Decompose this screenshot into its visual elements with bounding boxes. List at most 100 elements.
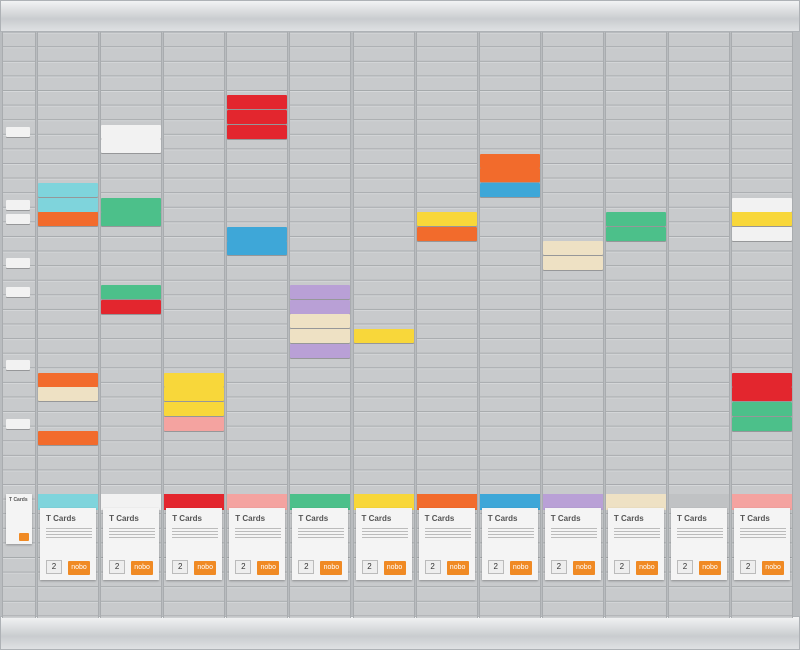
bottom-rail (0, 616, 800, 650)
t-card[interactable] (479, 168, 540, 183)
t-card[interactable] (101, 212, 162, 227)
pack-color-tab (101, 494, 162, 510)
nobo-logo: nobo (68, 561, 90, 575)
t-card[interactable] (479, 183, 540, 197)
t-card-pack[interactable]: T Cards 2 nobo (732, 494, 793, 582)
t-card[interactable] (38, 197, 98, 212)
t-card-pack[interactable]: T Cards 2 nobo (38, 494, 98, 582)
t-card-pack[interactable]: T Cards 2 nobo (227, 494, 288, 582)
t-card[interactable] (164, 372, 225, 387)
pack-title: T Cards (613, 514, 644, 523)
t-card[interactable] (101, 285, 162, 300)
t-card[interactable] (290, 285, 351, 300)
nobo-logo: nobo (446, 561, 469, 575)
marker-card[interactable] (6, 126, 30, 137)
t-card[interactable] (605, 212, 666, 227)
t-card[interactable] (732, 372, 793, 387)
pack-number: 2 (172, 560, 189, 574)
t-card[interactable] (732, 226, 793, 241)
t-card[interactable] (38, 372, 98, 387)
pack-title: T Cards (487, 514, 518, 523)
t-card[interactable] (416, 226, 477, 241)
marker-card[interactable] (6, 287, 30, 298)
pack-number: 2 (487, 560, 504, 574)
pack-color-tab (732, 494, 793, 510)
t-card[interactable] (290, 299, 351, 314)
pack-color-tab (164, 494, 225, 510)
pack-body: T Cards 2 nobo (355, 508, 412, 580)
pack-color-tab (542, 494, 603, 510)
marker-card[interactable] (6, 214, 30, 225)
t-card-pack[interactable]: T Cards 2 nobo (605, 494, 666, 582)
t-card-pack[interactable]: T Cards 2 nobo (290, 494, 351, 582)
t-card[interactable] (164, 416, 225, 431)
marker-card[interactable] (6, 418, 30, 429)
t-card[interactable] (290, 343, 351, 358)
marker-card[interactable] (6, 199, 30, 210)
nobo-logo: nobo (131, 561, 154, 575)
nobo-logo: nobo (320, 561, 343, 575)
t-card-pack[interactable]: T Cards 2 nobo (416, 494, 477, 582)
pack-description-text (46, 526, 92, 540)
t-card[interactable] (227, 241, 288, 256)
nobo-logo: nobo (194, 561, 217, 575)
pack-title: T Cards (235, 514, 266, 523)
t-card[interactable] (164, 387, 225, 402)
pack-number: 2 (677, 560, 693, 574)
t-card-pack[interactable]: T Cards 2 nobo (542, 494, 603, 582)
pack-color-tab (353, 494, 414, 510)
pack-number: 2 (613, 560, 630, 574)
t-card[interactable] (732, 402, 793, 416)
t-card[interactable] (227, 95, 288, 110)
t-card[interactable] (38, 387, 98, 402)
t-card[interactable] (732, 416, 793, 431)
pack-description-text (740, 526, 787, 540)
t-card-pack-small: T Cards (4, 494, 34, 546)
marker-card[interactable] (6, 258, 30, 268)
t-card-pack[interactable]: T Cards 2 nobo (353, 494, 414, 582)
pack-description-text (487, 526, 534, 540)
pack-description-text (424, 526, 471, 540)
t-card[interactable] (101, 197, 162, 212)
t-card[interactable] (290, 329, 351, 343)
t-card[interactable] (38, 212, 98, 227)
pack-title: T Cards (740, 514, 770, 523)
top-rail (0, 0, 800, 32)
pack-body: T Cards 2 nobo (103, 508, 160, 580)
pack-number: 2 (740, 560, 757, 574)
t-card[interactable] (38, 431, 98, 446)
pack-title: T Cards (424, 514, 455, 523)
t-card-pack[interactable]: T Cards 2 nobo (669, 494, 729, 582)
t-card[interactable] (227, 226, 288, 241)
t-card[interactable] (605, 226, 666, 241)
pack-description-text (550, 526, 597, 540)
t-card[interactable] (290, 314, 351, 329)
t-card[interactable] (101, 124, 162, 139)
t-card[interactable] (732, 197, 793, 212)
pack-description-text (109, 526, 156, 540)
t-card-pack[interactable]: T Cards 2 nobo (101, 494, 162, 582)
t-card[interactable] (164, 402, 225, 416)
pack-body: T Cards 2 nobo (544, 508, 601, 580)
t-card-pack[interactable]: T Cards 2 nobo (164, 494, 225, 582)
t-card[interactable] (542, 241, 603, 256)
t-card[interactable] (227, 124, 288, 139)
t-card[interactable] (732, 387, 793, 402)
t-card[interactable] (101, 139, 162, 154)
pack-color-tab (38, 494, 98, 510)
t-card[interactable] (416, 212, 477, 227)
t-card[interactable] (542, 256, 603, 270)
t-card[interactable] (479, 153, 540, 168)
pack-color-tab (669, 494, 729, 510)
t-card[interactable] (227, 110, 288, 124)
pack-body: T Cards (6, 494, 32, 544)
pack-number: 2 (109, 560, 126, 574)
t-card[interactable] (38, 183, 98, 197)
t-card[interactable] (101, 299, 162, 314)
marker-card[interactable] (6, 360, 30, 371)
pack-description-text (235, 526, 282, 540)
t-card[interactable] (353, 329, 414, 343)
t-card[interactable] (732, 212, 793, 227)
t-card-pack[interactable]: T Cards 2 nobo (479, 494, 540, 582)
pack-body: T Cards 2 nobo (418, 508, 475, 580)
